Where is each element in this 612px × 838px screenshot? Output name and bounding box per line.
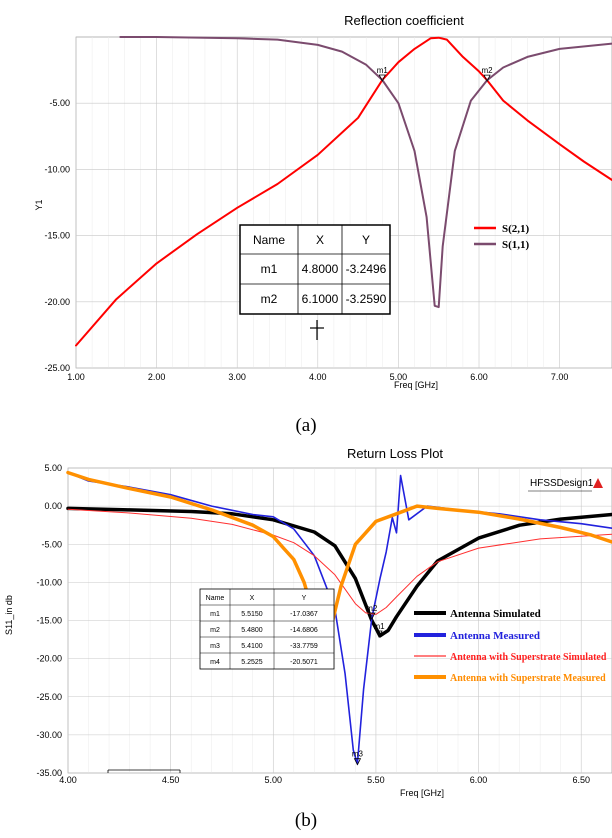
series-a [75,36,612,347]
y-tick-label: -5.00 [41,539,62,549]
x-axis-label-a: Freq [GHz] [394,380,438,390]
table-a-cell: -3.2496 [346,262,387,276]
legend-b: Antenna Simulated Antenna Measured Anten… [414,608,607,684]
legend-label-superstrate-simulated: Antenna with Superstrate Simulated [450,652,607,663]
x-tick-label: 6.00 [470,372,488,382]
marker-m1-icon [378,74,386,82]
x-tick-label: 3.00 [228,372,246,382]
caption-b: (b) [295,810,317,831]
table-b-cell: 5.4100 [241,643,263,650]
marker-table-b: Name X Y m1 5.5150 -17.0367 m2 5.4800 -1… [107,588,335,773]
table-b-cell: m3 [210,643,220,650]
chart-title-b: Return Loss Plot [347,446,443,461]
x-tick-label: 6.50 [572,775,590,785]
marker-label-m1: m1 [377,66,389,75]
x-tick-label: 5.00 [265,775,283,785]
table-b-cell: m1 [210,611,220,618]
caption-a: (a) [295,415,316,436]
y-axis-label-a: Y1 [34,199,44,210]
marker-label-m2: m2 [482,66,494,75]
marker-m1-icon [375,630,383,638]
grid-b [67,467,612,774]
table-a-cell: 6.1000 [302,292,339,306]
table-b-cell: 5.5150 [241,611,263,618]
y-ticks-a: -5.00 -10.00 -15.00 -20.00 -25.00 [44,98,70,373]
markers-a: m1 m2 [377,66,494,83]
x-tick-label: 5.00 [390,372,408,382]
x-axis-label-b: Freq [GHz] [400,788,444,798]
series-line-antenna-with-superstrate-simulated [67,508,612,615]
table-b-header-name: Name [206,595,225,602]
legend-a: S(2,1) S(1,1) [474,223,530,251]
table-b-header-y: Y [302,595,307,602]
y-tick-label: -10.00 [44,164,70,174]
grid-a [75,37,612,369]
y-tick-label: -15.00 [36,616,62,626]
legend-label-antenna-simulated: Antenna Simulated [450,608,541,620]
legend-label-s11: S(1,1) [502,239,530,251]
table-a-cell: 4.8000 [302,262,339,276]
y-axis-label-b: S11_in db [4,595,14,635]
y-ticks-b: 5.00 0.00 -5.00 -10.00 -15.00 -20.00 -25.00 -30… [36,463,62,778]
x-tick-label: 4.00 [309,372,327,382]
chart-title-a: Reflection coefficient [344,13,464,28]
table-a-header-y: Y [362,233,370,247]
table-b-cell: -33.7759 [290,643,318,650]
y-tick-label: -35.00 [36,768,62,778]
table-b-cell: -20.5071 [290,659,318,666]
table-a-cell: m1 [261,262,278,276]
x-tick-label: 7.00 [551,372,569,382]
table-a-header-name: Name [253,233,285,247]
marker-label-m3: m3 [352,750,364,759]
x-tick-label: 4.50 [162,775,180,785]
marker-label-m1: m1 [373,622,385,631]
marker-m2-icon [483,74,491,83]
series-line-s-2-1 [75,36,612,347]
marker-table-a: Name X Y m1 4.8000 -3.2496 m2 6.1000 -3.… [239,224,391,340]
y-tick-label: 5.00 [44,463,62,473]
table-b-cell: m2 [210,627,220,634]
y-tick-label: -5.00 [49,98,70,108]
chart-return-loss-plot: Return Loss Plot 4.00 4.50 5.00 5.50 6.00 6.5… [4,446,612,831]
y-tick-label: -30.00 [36,730,62,740]
marker-m3-icon [353,758,362,766]
table-b-header-x: X [250,595,255,602]
x-tick-label: 5.50 [367,775,385,785]
y-tick-label: -15.00 [44,231,70,241]
y-tick-label: -25.00 [36,692,62,702]
table-a-header-x: X [316,233,324,247]
table-a-cell: -3.2590 [346,292,387,306]
y-tick-label: -20.00 [44,297,70,307]
x-ticks-a: 1.00 2.00 3.00 4.00 5.00 6.00 7.00 [67,372,568,382]
table-b-cell: 5.2525 [241,659,263,666]
x-tick-label: 1.00 [67,372,85,382]
y-tick-label: 0.00 [44,501,62,511]
marker-m2-icon [368,612,376,620]
badge-label: HFSSDesign1 [530,478,594,489]
table-b-cell: -14.6806 [290,627,318,634]
table-a-cell: m2 [261,292,278,306]
table-b-cell: -17.0367 [290,611,318,618]
y-tick-label: -10.00 [36,577,62,587]
x-tick-label: 4.00 [59,775,77,785]
legend-label-superstrate-measured: Antenna with Superstrate Measured [450,673,606,684]
x-tick-label: 2.00 [148,372,166,382]
legend-label-antenna-measured: Antenna Measured [450,630,540,642]
series-line-s-1-1 [119,36,612,309]
design-badge: HFSSDesign1 [528,478,603,492]
x-tick-label: 6.00 [470,775,488,785]
ansoft-logo-icon [593,478,603,488]
chart-reflection-coefficient: Reflection coefficient 1.00 2.00 3.00 4.00 5… [34,13,612,436]
y-tick-label: -25.00 [44,363,70,373]
table-b-cell: 5.4800 [241,627,263,634]
y-tick-label: -20.00 [36,654,62,664]
table-b-cell: m4 [210,659,220,666]
marker-label-m2: m2 [366,604,378,613]
legend-label-s21: S(2,1) [502,223,530,235]
x-ticks-b: 4.00 4.50 5.00 5.50 6.00 6.50 [59,775,590,785]
